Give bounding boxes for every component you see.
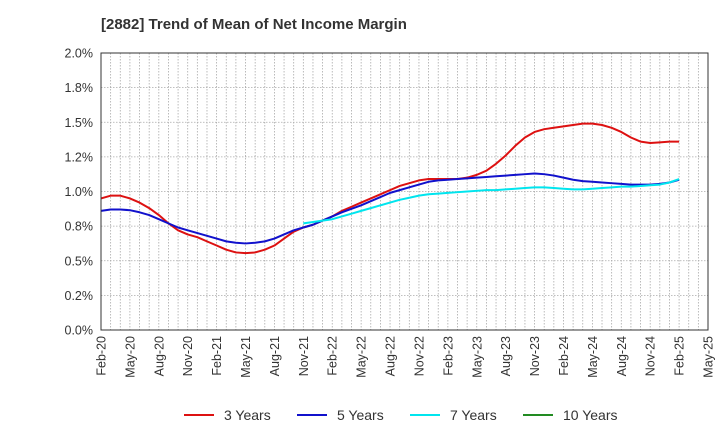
y-tick-label: 1.8%	[65, 81, 94, 95]
legend-swatch	[410, 414, 440, 416]
legend-label: 5 Years	[337, 407, 384, 423]
x-tick-label: Feb-25	[673, 336, 687, 376]
legend-item: 3 Years	[184, 404, 271, 426]
y-tick-label: 0.8%	[65, 220, 94, 234]
line-chart: 0.0% 0.2% 0.5% 0.8% 1.0% 1.2% 1.5% 1.8% 2.0% Feb…	[65, 47, 716, 378]
x-tick-label: Aug-24	[615, 336, 629, 376]
x-tick-label: May-20	[123, 336, 137, 378]
legend-item: 10 Years	[523, 404, 618, 426]
y-tick-label: 2.0%	[65, 47, 94, 61]
legend-swatch	[184, 414, 214, 416]
legend-swatch	[297, 414, 327, 416]
y-tick-label: 0.2%	[65, 289, 94, 303]
x-tick-label: Nov-23	[528, 336, 542, 376]
legend-label: 10 Years	[563, 407, 618, 423]
x-tick-label: May-25	[702, 336, 716, 378]
legend-item: 7 Years	[410, 404, 497, 426]
x-tick-label: May-22	[355, 336, 369, 378]
x-tick-label: Feb-22	[326, 336, 340, 376]
chart-title: [2882] Trend of Mean of Net Income Margi…	[101, 16, 407, 33]
y-tick-label: 0.0%	[65, 324, 94, 338]
series-line-3-years	[100, 122, 680, 255]
x-tick-label: Nov-24	[644, 336, 658, 376]
x-tick-label: May-23	[470, 336, 484, 378]
series-line-5-years	[100, 172, 680, 245]
legend-item: 5 Years	[297, 404, 384, 426]
x-tick-label: Aug-23	[499, 336, 513, 376]
y-tick-label: 1.0%	[65, 185, 94, 199]
x-tick-label: Feb-21	[210, 336, 224, 376]
series-lines	[100, 122, 680, 255]
x-tick-label: Nov-20	[181, 336, 195, 376]
legend-label: 7 Years	[450, 407, 497, 423]
x-axis-ticks: Feb-20 May-20 Aug-20 Nov-20 Feb-21 May-21 Aug-…	[95, 336, 716, 378]
x-tick-label: Aug-20	[152, 336, 166, 376]
x-tick-label: Feb-20	[95, 336, 109, 376]
y-tick-label: 0.5%	[65, 254, 94, 268]
series-line-7-years	[303, 178, 680, 225]
x-tick-label: Aug-21	[268, 336, 282, 376]
x-tick-label: May-24	[586, 336, 600, 378]
legend: 3 Years 5 Years 7 Years 10 Years	[0, 404, 720, 426]
x-tick-label: Feb-23	[441, 336, 455, 376]
x-tick-label: Nov-22	[412, 336, 426, 376]
y-tick-label: 1.5%	[65, 116, 94, 130]
x-tick-label: Nov-21	[297, 336, 311, 376]
plot-frame	[100, 52, 709, 331]
x-tick-label: May-21	[239, 336, 253, 378]
legend-label: 3 Years	[224, 407, 271, 423]
x-tick-label: Aug-22	[384, 336, 398, 376]
grid-lines	[100, 52, 709, 331]
x-tick-label: Feb-24	[557, 336, 571, 376]
legend-swatch	[523, 414, 553, 416]
axes	[100, 52, 709, 331]
y-tick-label: 1.2%	[65, 150, 94, 164]
y-axis-ticks: 0.0% 0.2% 0.5% 0.8% 1.0% 1.2% 1.5% 1.8% 2.0%	[65, 47, 94, 338]
